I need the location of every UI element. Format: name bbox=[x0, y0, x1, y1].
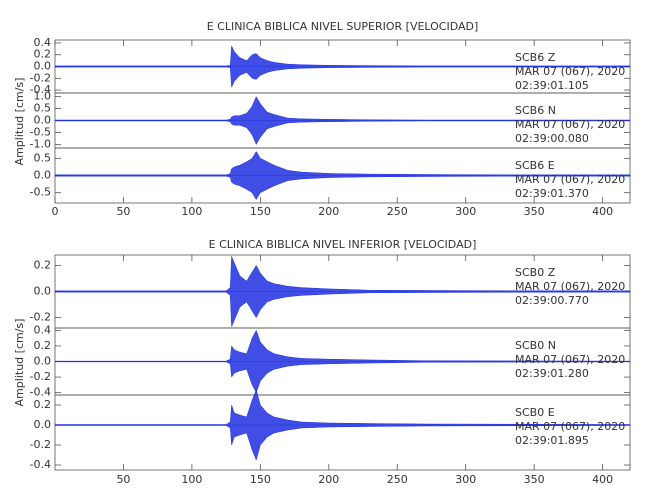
time-label: 02:39:00.770 bbox=[515, 294, 589, 307]
y-tick-label: -0.4 bbox=[30, 458, 51, 471]
x-tick-label: 250 bbox=[387, 205, 408, 218]
x-tick-label: 200 bbox=[318, 205, 339, 218]
date-label: MAR 07 (067), 2020 bbox=[515, 65, 625, 78]
x-tick-label: 400 bbox=[592, 473, 613, 486]
y-tick-label: -0.2 bbox=[30, 370, 51, 383]
station-label: SCB6 Z bbox=[515, 51, 556, 64]
y-tick-label: 0.5 bbox=[34, 151, 52, 164]
waveform-envelope bbox=[54, 389, 631, 461]
x-tick-label: 350 bbox=[524, 205, 545, 218]
y-tick-label: -0.5 bbox=[30, 125, 51, 138]
x-tick-label: 100 bbox=[181, 473, 202, 486]
x-tick-label: 0 bbox=[52, 205, 59, 218]
date-label: MAR 07 (067), 2020 bbox=[515, 353, 625, 366]
y-tick-label: 0.0 bbox=[34, 418, 52, 431]
y-tick-label: 0.0 bbox=[34, 169, 52, 182]
y-tick-label: -0.4 bbox=[30, 386, 51, 399]
time-label: 02:39:00.080 bbox=[515, 132, 589, 145]
station-label: SCB6 N bbox=[515, 104, 556, 117]
y-tick-label: -0.2 bbox=[30, 311, 51, 324]
y-tick-label: -1.0 bbox=[30, 137, 51, 150]
waveform-envelope bbox=[54, 150, 631, 201]
date-label: MAR 07 (067), 2020 bbox=[515, 280, 625, 293]
x-tick-label: 150 bbox=[250, 473, 271, 486]
station-label: SCB0 E bbox=[515, 406, 555, 419]
time-label: 02:39:01.370 bbox=[515, 187, 589, 200]
y-tick-label: 0.4 bbox=[34, 36, 52, 49]
date-label: MAR 07 (067), 2020 bbox=[515, 420, 625, 433]
station-label: SCB0 N bbox=[515, 339, 556, 352]
y-tick-label: 0.2 bbox=[34, 339, 52, 352]
y-tick-label: 0.5 bbox=[34, 102, 52, 115]
waveform-envelope bbox=[54, 329, 631, 394]
time-label: 02:39:01.280 bbox=[515, 367, 589, 380]
station-label: SCB0 Z bbox=[515, 266, 556, 279]
waveform-envelope bbox=[54, 44, 631, 89]
station-label: SCB6 E bbox=[515, 159, 555, 172]
date-label: MAR 07 (067), 2020 bbox=[515, 118, 625, 131]
y-tick-label: 0.2 bbox=[34, 398, 52, 411]
chart-title: E CLINICA BIBLICA NIVEL INFERIOR [VELOCI… bbox=[209, 238, 477, 251]
y-tick-label: -0.2 bbox=[30, 438, 51, 451]
x-tick-label: 150 bbox=[250, 205, 271, 218]
y-axis-label: Amplitud [cm/s] bbox=[13, 319, 26, 407]
y-tick-label: 0.0 bbox=[34, 285, 52, 298]
y-tick-label: -0.2 bbox=[30, 71, 51, 84]
panel-frame bbox=[54, 394, 631, 471]
time-label: 02:39:01.105 bbox=[515, 79, 589, 92]
y-tick-label: -0.4 bbox=[30, 83, 51, 96]
chart-title: E CLINICA BIBLICA NIVEL SUPERIOR [VELOCI… bbox=[207, 20, 479, 33]
x-tick-label: 300 bbox=[455, 473, 476, 486]
x-tick-label: 200 bbox=[318, 473, 339, 486]
x-tick-label: 50 bbox=[116, 205, 130, 218]
waveform-envelope bbox=[54, 96, 631, 145]
y-tick-label: 0.4 bbox=[34, 323, 52, 336]
y-tick-label: 0.2 bbox=[34, 258, 52, 271]
x-tick-label: 100 bbox=[181, 205, 202, 218]
y-tick-label: 1.0 bbox=[34, 90, 52, 103]
x-tick-label: 400 bbox=[592, 205, 613, 218]
y-tick-label: 0.0 bbox=[34, 355, 52, 368]
waveform-envelope bbox=[54, 256, 631, 327]
x-tick-label: 50 bbox=[116, 473, 130, 486]
time-label: 02:39:01.895 bbox=[515, 434, 589, 447]
y-tick-label: 0.0 bbox=[34, 114, 52, 127]
y-tick-label: -0.5 bbox=[30, 186, 51, 199]
y-tick-label: 0.2 bbox=[34, 48, 52, 61]
x-tick-label: 250 bbox=[387, 473, 408, 486]
date-label: MAR 07 (067), 2020 bbox=[515, 173, 625, 186]
y-tick-label: 0.0 bbox=[34, 60, 52, 73]
x-tick-label: 350 bbox=[524, 473, 545, 486]
x-tick-label: 300 bbox=[455, 205, 476, 218]
y-axis-label: Amplitud [cm/s] bbox=[13, 78, 26, 166]
